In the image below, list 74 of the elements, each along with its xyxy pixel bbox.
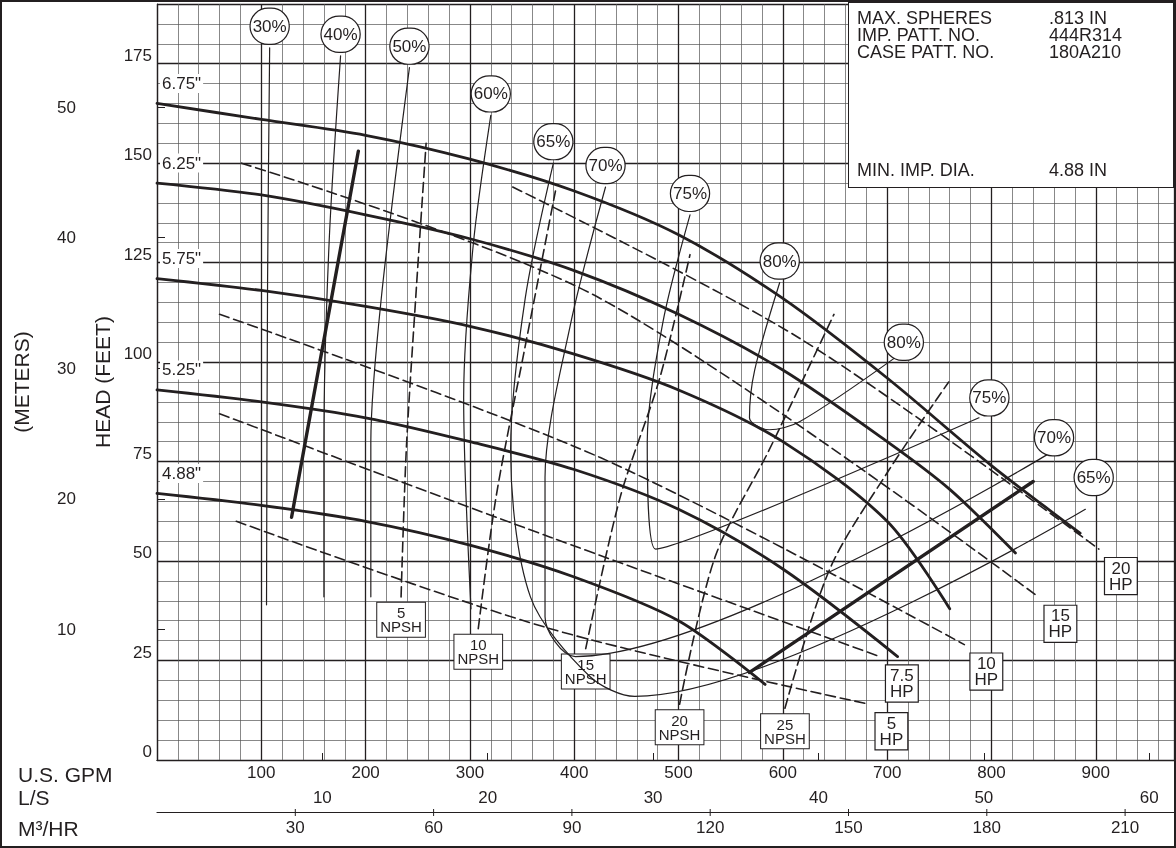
series-label: 50% xyxy=(392,36,427,56)
x-tick-label: 800 xyxy=(977,763,1006,782)
series-label: 7.5 HP xyxy=(890,666,914,702)
y2-tick-label: 40 xyxy=(57,228,76,248)
y2-tick-label: 50 xyxy=(57,97,76,117)
series-label: 80% xyxy=(762,251,797,271)
text: 120 xyxy=(696,818,725,837)
y2-tick-label: 20 xyxy=(57,489,76,509)
text: 90 xyxy=(562,818,582,837)
x2-tick-label: 20 xyxy=(478,788,498,807)
x-tick-label: 500 xyxy=(664,763,693,782)
annotation: 4.88 IN xyxy=(1049,160,1108,180)
y-tick-label: 125 xyxy=(123,244,152,264)
y-tick-label: 0 xyxy=(142,742,152,761)
x2-tick-label: 60 xyxy=(1139,788,1159,807)
annotation: .813 IN xyxy=(1049,8,1108,28)
text: M³/HR xyxy=(18,817,79,840)
x-tick-label: 600 xyxy=(768,763,798,782)
annotation: 444R314 xyxy=(1049,25,1123,45)
annotation: 80% xyxy=(886,332,921,352)
series-label: 10 NPSH xyxy=(457,636,500,668)
series-label: 65% xyxy=(536,132,571,152)
annotation: IMP. PATT. NO. xyxy=(857,25,981,45)
series-label: 5.75" xyxy=(162,249,202,269)
text: 60 xyxy=(424,818,444,837)
y-tick-label: 150 xyxy=(123,145,152,165)
y-tick-label: 100 xyxy=(123,344,152,364)
x-axis-title: U.S. GPM xyxy=(18,763,113,786)
annotation: CASE PATT. NO. xyxy=(857,42,995,62)
text: 150 xyxy=(834,818,863,837)
x-tick-label: 400 xyxy=(560,763,589,782)
series-label: 5 HP xyxy=(879,713,904,749)
series-label: 60% xyxy=(473,84,508,104)
series-label: 30% xyxy=(252,16,287,36)
series-label: 25 NPSH xyxy=(764,715,806,747)
series-label: 6.25" xyxy=(162,153,202,173)
x2-tick-label: 40 xyxy=(809,788,828,807)
x-tick-label: 700 xyxy=(872,763,902,782)
y-axis-title: HEAD (FEET) xyxy=(90,316,114,448)
y2-axis-title: (METERS) xyxy=(10,331,33,433)
legend-label: 40% xyxy=(323,24,358,44)
x-tick-label: 900 xyxy=(1081,763,1110,782)
annotation: MAX. SPHERES xyxy=(857,8,993,28)
x2-tick-label: 10 xyxy=(312,788,332,807)
y-tick-label: 175 xyxy=(123,45,152,65)
x2-axis-title: L/S xyxy=(18,786,50,809)
annotation: 75% xyxy=(972,388,1007,408)
series-label: 5.25" xyxy=(162,360,202,380)
annotation: 180A210 xyxy=(1049,42,1122,62)
x-tick-label: 300 xyxy=(455,763,485,782)
series-label: 15 HP xyxy=(1048,606,1073,642)
annotation: MIN. IMP. DIA. xyxy=(857,160,975,180)
x-tick-label: 100 xyxy=(247,763,276,782)
series-label: 5 NPSH xyxy=(380,604,422,636)
series-label: 70% xyxy=(588,156,623,176)
annotation: 65% xyxy=(1076,467,1111,487)
y-tick-label: 75 xyxy=(133,443,152,463)
y-tick-label: 50 xyxy=(133,543,152,563)
series-label: 6.75" xyxy=(162,73,202,93)
x2-tick-label: 30 xyxy=(643,788,663,807)
series-label: 4.88" xyxy=(162,463,202,483)
series-label: 75% xyxy=(673,183,708,203)
y2-tick-label: 10 xyxy=(57,619,76,639)
y-tick-label: 25 xyxy=(133,642,152,662)
text: 180 xyxy=(972,818,1001,837)
series-label: 10 HP xyxy=(974,654,999,690)
series-label: 20 HP xyxy=(1109,558,1133,594)
y2-tick-label: 30 xyxy=(57,358,76,378)
x2-tick-label: 50 xyxy=(974,788,994,807)
text: 210 xyxy=(1110,818,1140,837)
x-tick-label: 200 xyxy=(351,763,380,782)
annotation: 70% xyxy=(1037,428,1072,448)
series-label: 20 NPSH xyxy=(658,711,701,743)
text: 30 xyxy=(285,818,305,837)
